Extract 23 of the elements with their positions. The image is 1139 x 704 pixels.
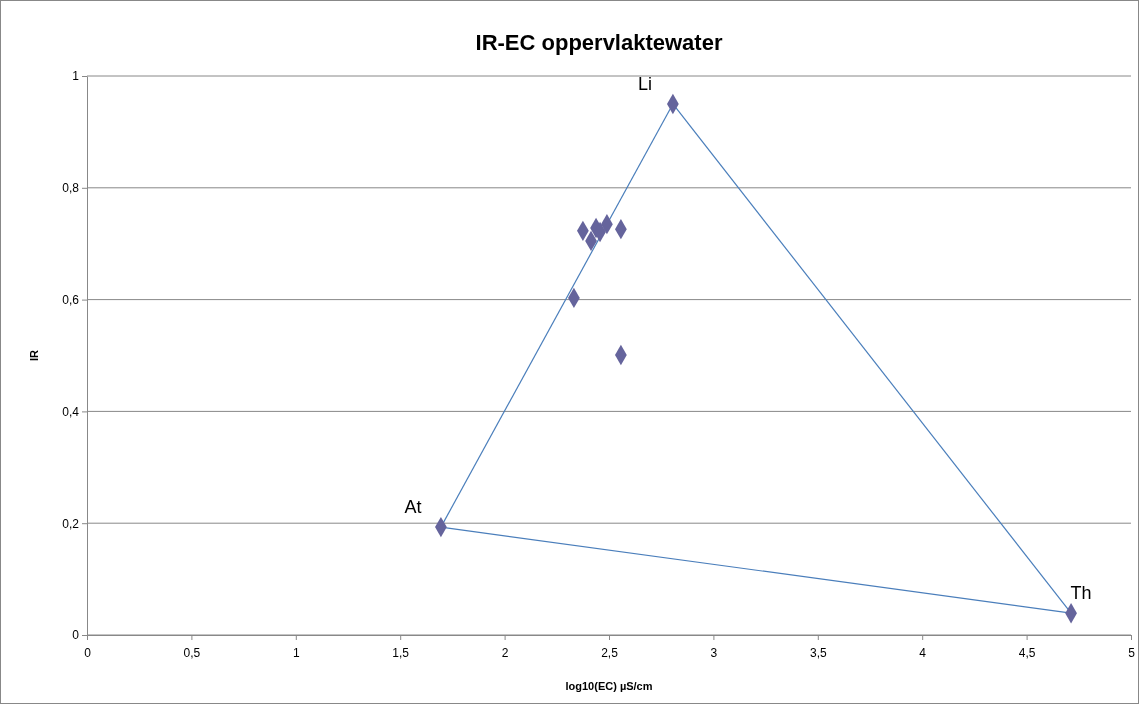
x-tick-label: 2,5 (601, 646, 619, 661)
x-tick-label: 1,5 (392, 646, 410, 661)
annotation: At (404, 497, 422, 518)
annotation: Li (637, 73, 652, 94)
x-tick-label: 3,5 (809, 646, 827, 661)
y-tick-label: 0,2 (62, 516, 80, 531)
x-tick-label: 2 (501, 646, 509, 661)
y-tick-label: 0,6 (62, 292, 80, 307)
y-tick-label: 0,4 (62, 404, 80, 419)
x-tick-label: 3 (710, 646, 718, 661)
chart-title: IR-EC oppervlaktewater (475, 30, 723, 55)
x-axis-title: log10(EC) µS/cm (565, 680, 653, 692)
y-tick-label: 1 (72, 69, 80, 84)
x-tick-label: 0 (84, 646, 92, 661)
y-axis-title: IR (28, 349, 40, 361)
x-tick-label: 1 (292, 646, 300, 661)
y-tick-label: 0,8 (62, 181, 80, 196)
x-tick-label: 5 (1128, 646, 1136, 661)
annotation: Th (1070, 583, 1092, 604)
x-tick-label: 0,5 (183, 646, 201, 661)
x-tick-label: 4,5 (1018, 646, 1036, 661)
x-tick-label: 4 (919, 646, 927, 661)
y-tick-label: 0 (72, 628, 80, 643)
